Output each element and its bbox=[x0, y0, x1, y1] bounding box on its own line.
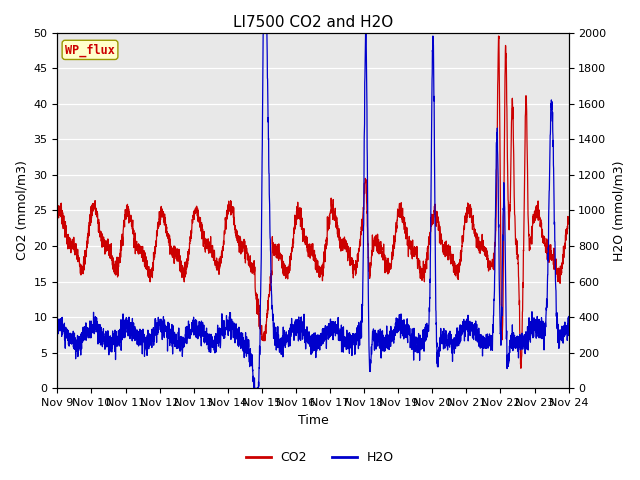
CO2 bbox=[272, 241, 280, 247]
H2O bbox=[112, 341, 120, 347]
CO2 bbox=[495, 33, 503, 39]
H2O bbox=[250, 376, 257, 382]
CO2 bbox=[517, 365, 525, 371]
H2O bbox=[142, 346, 150, 352]
CO2 bbox=[564, 215, 572, 220]
Y-axis label: H2O (mmol/m3): H2O (mmol/m3) bbox=[612, 160, 625, 261]
CO2 bbox=[142, 266, 150, 272]
H2O bbox=[500, 180, 508, 186]
Line: H2O: H2O bbox=[58, 33, 568, 388]
H2O bbox=[54, 314, 61, 320]
H2O bbox=[272, 336, 280, 342]
H2O bbox=[555, 346, 563, 351]
Legend: CO2, H2O: CO2, H2O bbox=[241, 446, 399, 469]
CO2 bbox=[112, 272, 120, 278]
CO2 bbox=[500, 229, 508, 235]
H2O bbox=[564, 313, 572, 319]
X-axis label: Time: Time bbox=[298, 414, 328, 427]
CO2 bbox=[555, 270, 563, 276]
Text: WP_flux: WP_flux bbox=[65, 43, 115, 57]
Line: CO2: CO2 bbox=[58, 36, 568, 368]
Title: LI7500 CO2 and H2O: LI7500 CO2 and H2O bbox=[233, 15, 393, 30]
CO2 bbox=[54, 204, 61, 210]
H2O bbox=[250, 385, 258, 391]
H2O bbox=[259, 30, 267, 36]
Y-axis label: CO2 (mmol/m3): CO2 (mmol/m3) bbox=[15, 160, 28, 260]
CO2 bbox=[250, 264, 257, 270]
